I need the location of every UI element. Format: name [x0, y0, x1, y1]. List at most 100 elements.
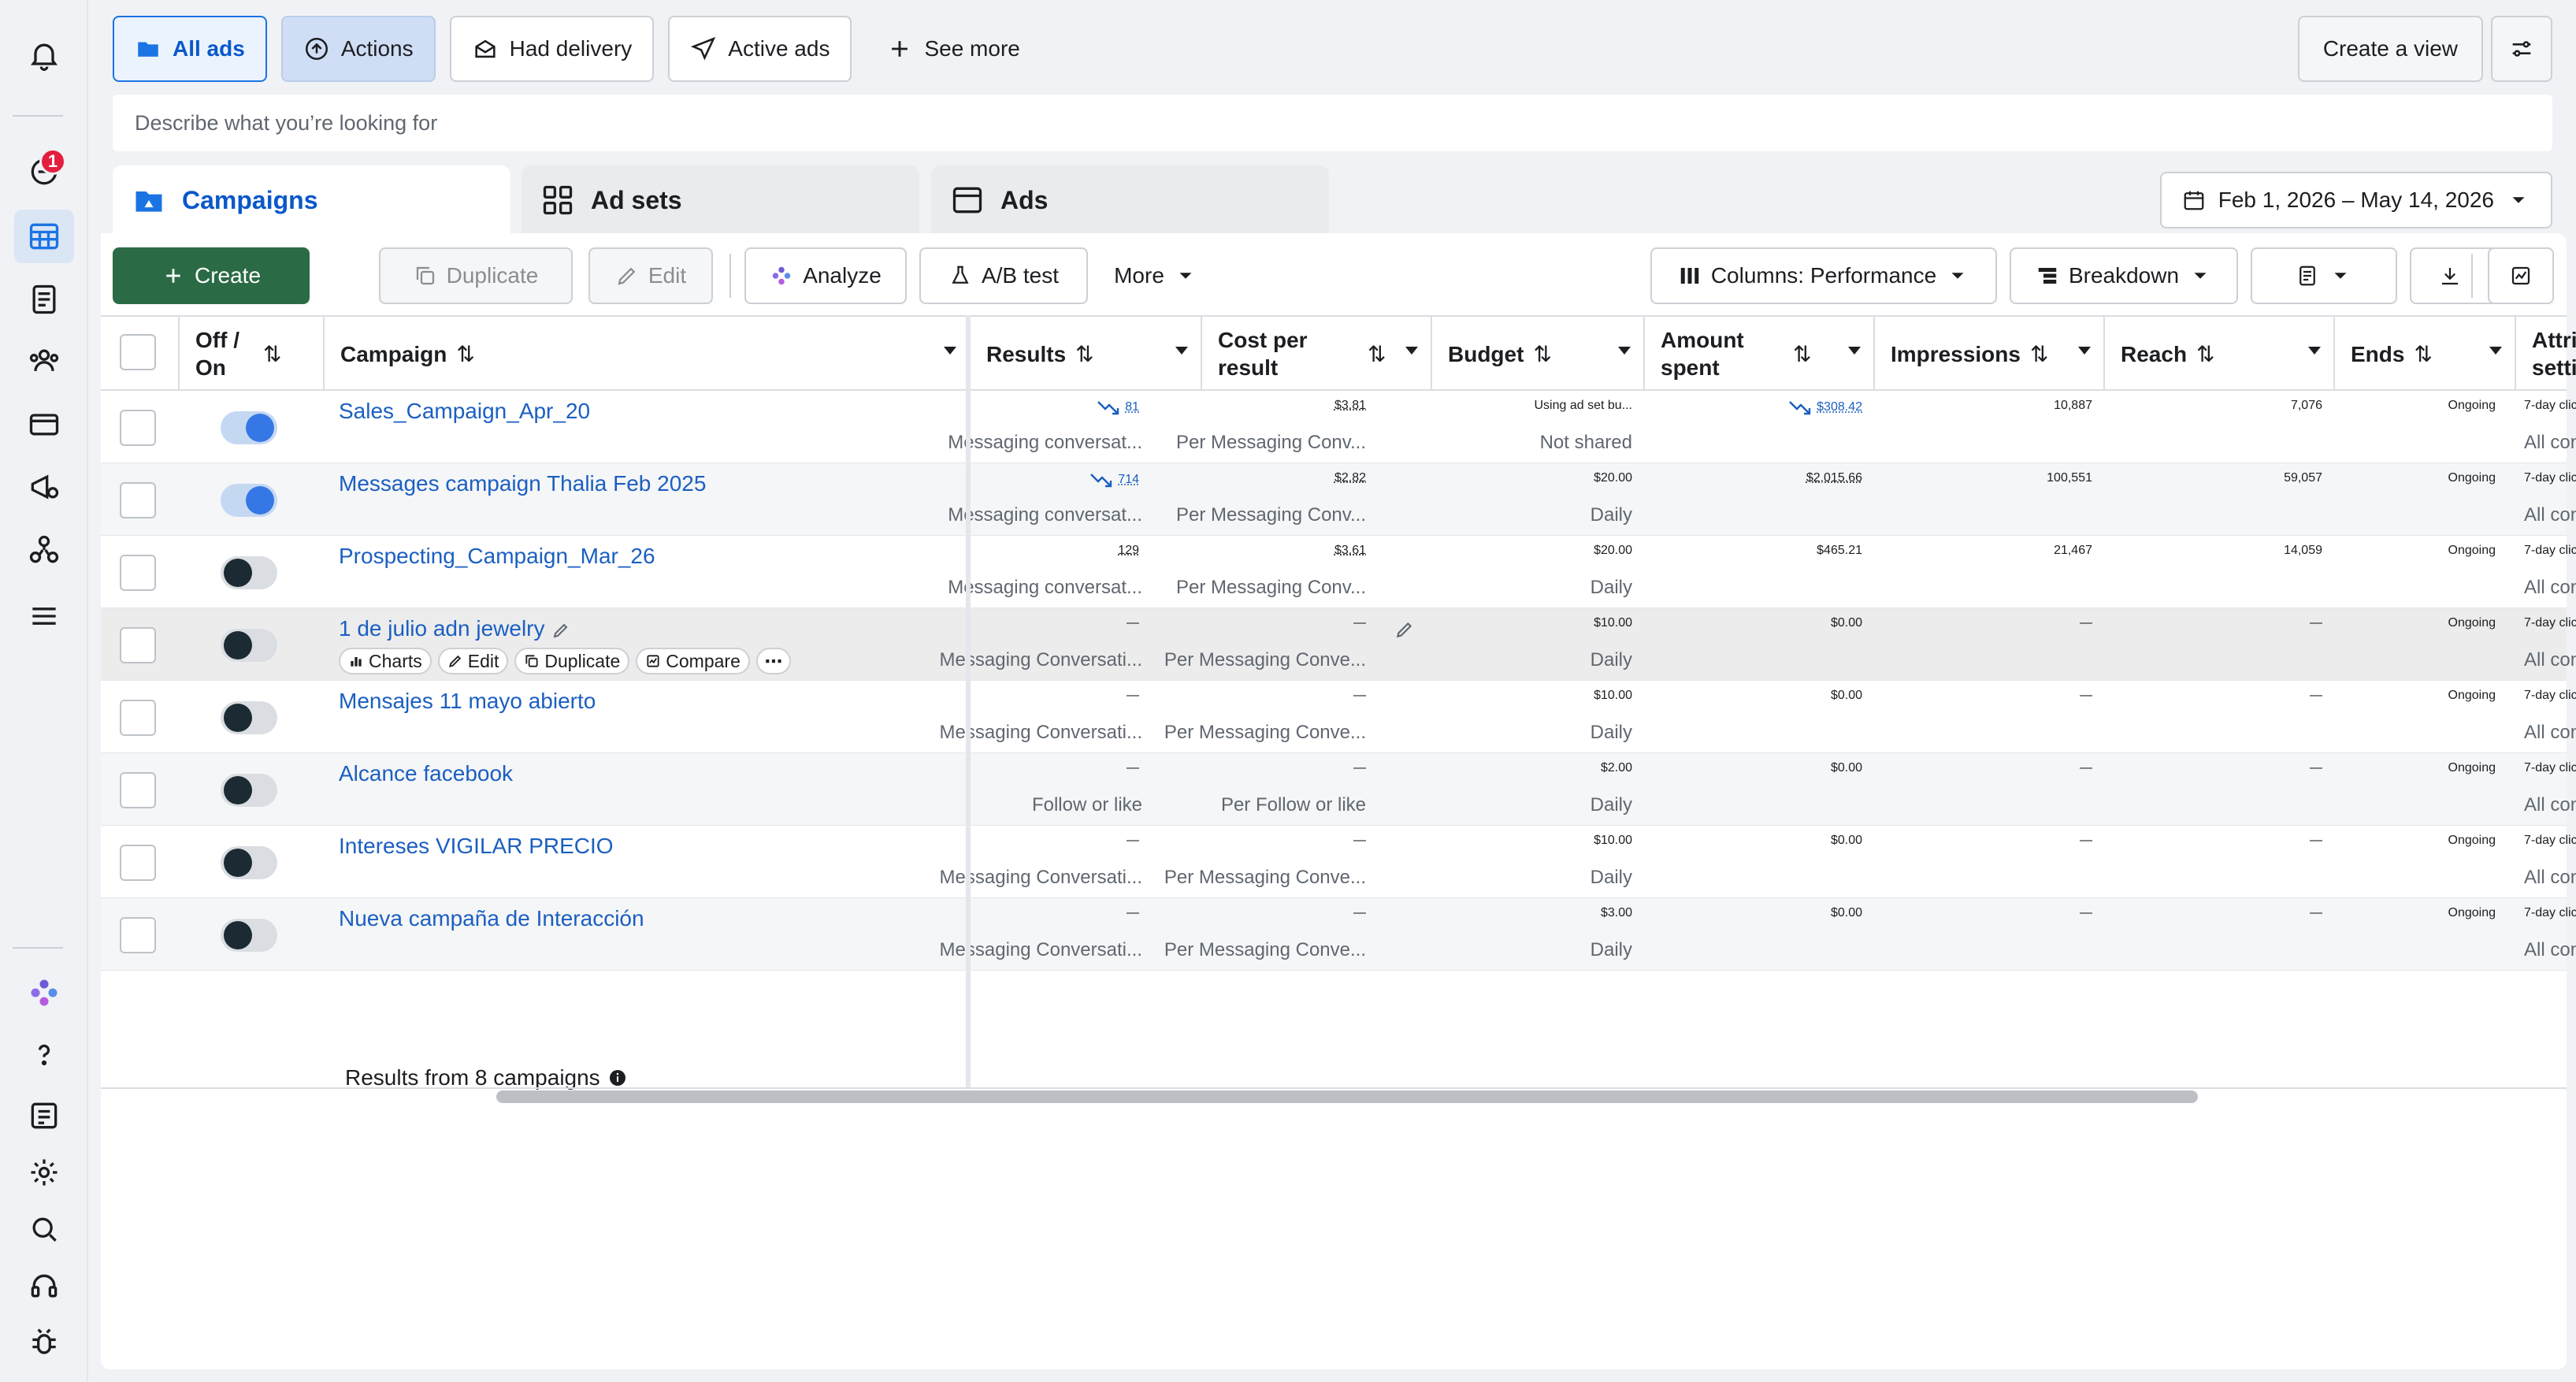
chevron-down-icon[interactable] — [1405, 347, 1418, 355]
campaign-settings-icon[interactable] — [14, 460, 74, 514]
campaign-name-link[interactable]: Intereses VIGILAR PRECIO — [339, 834, 614, 859]
filter-active-ads[interactable]: Active ads — [668, 16, 852, 82]
settings-gear-icon[interactable] — [14, 1146, 74, 1199]
chevron-down-icon[interactable] — [2489, 347, 2502, 355]
filter-actions[interactable]: Actions — [280, 16, 436, 82]
create-button[interactable]: Create — [113, 247, 310, 304]
inbox-icon[interactable]: 1 — [14, 145, 74, 199]
chevron-down-icon[interactable] — [2308, 347, 2321, 355]
horizontal-scrollbar[interactable] — [496, 1090, 2198, 1103]
charts-toggle-button[interactable] — [2488, 247, 2554, 304]
row-checkbox[interactable] — [120, 845, 156, 881]
view-settings-button[interactable] — [2491, 16, 2552, 82]
support-headset-icon[interactable] — [14, 1259, 74, 1313]
campaign-name-link[interactable]: Nueva campaña de Interacción — [339, 906, 644, 931]
campaign-toggle[interactable] — [221, 701, 277, 734]
more-button[interactable]: More — [1101, 247, 1211, 304]
header-attribution[interactable]: Attribution setting — [2516, 317, 2576, 391]
meta-ai-icon[interactable] — [14, 966, 74, 1020]
cost-per-result-value[interactable]: $2.82 — [1334, 471, 1366, 485]
amount-spent-value[interactable]: $2,015.66 — [1806, 471, 1862, 485]
table-row[interactable]: Messages campaign Thalia Feb 2025 714 Mess… — [101, 463, 2576, 536]
header-reach[interactable]: Reach ⇅ — [2105, 317, 2335, 391]
table-row[interactable]: Prospecting_Campaign_Mar_26 129 Messaging … — [101, 536, 2576, 608]
campaign-name-link[interactable]: 1 de julio adn jewelry — [339, 616, 570, 641]
edit-budget-icon[interactable] — [1394, 619, 1415, 644]
sort-icon[interactable]: ⇅ — [1075, 341, 1094, 366]
chevron-down-icon[interactable] — [1618, 347, 1631, 355]
campaign-toggle[interactable] — [221, 484, 277, 517]
create-view-button[interactable]: Create a view — [2297, 16, 2483, 82]
chevron-down-icon[interactable] — [944, 347, 956, 355]
reports-dropdown-button[interactable] — [2251, 247, 2397, 304]
row-checkbox[interactable] — [120, 555, 156, 591]
sort-icon[interactable]: ⇅ — [2196, 341, 2215, 366]
ab-test-button[interactable]: A/B test — [919, 247, 1088, 304]
campaign-name-link[interactable]: Prospecting_Campaign_Mar_26 — [339, 544, 655, 569]
tab-ad-sets[interactable]: Ad sets — [522, 165, 919, 235]
filter-had-delivery[interactable]: Had delivery — [449, 16, 655, 82]
sort-icon[interactable]: ⇅ — [1533, 341, 1552, 366]
notifications-icon[interactable] — [14, 28, 74, 82]
row-checkbox[interactable] — [120, 627, 156, 663]
campaign-toggle[interactable] — [221, 629, 277, 662]
sort-icon[interactable]: ⇅ — [1368, 341, 1386, 366]
header-cost-per-result[interactable]: Cost per result ⇅ — [1202, 317, 1432, 391]
campaign-toggle[interactable] — [221, 846, 277, 879]
results-value[interactable]: 129 — [1118, 544, 1139, 558]
campaign-toggle[interactable] — [221, 556, 277, 589]
campaign-name-link[interactable]: Alcance facebook — [339, 761, 513, 786]
guide-icon[interactable] — [14, 1089, 74, 1142]
row-checkbox[interactable] — [120, 917, 156, 953]
info-icon[interactable] — [608, 1068, 627, 1087]
table-row[interactable]: Mensajes 11 mayo abierto — Messaging Conve… — [101, 681, 2576, 753]
cost-per-result-value[interactable]: $3.81 — [1334, 399, 1366, 412]
header-amount-spent[interactable]: Amount spent ⇅ — [1645, 317, 1875, 391]
pencil-icon[interactable] — [551, 621, 570, 640]
ads-manager-table-icon[interactable] — [14, 210, 74, 263]
header-ends[interactable]: Ends ⇅ — [2335, 317, 2516, 391]
reports-icon[interactable] — [14, 273, 74, 326]
row-edit-button[interactable]: Edit — [437, 648, 509, 674]
chevron-down-icon[interactable] — [2078, 347, 2091, 355]
row-duplicate-button[interactable]: Duplicate — [514, 648, 630, 674]
sort-icon[interactable]: ⇅ — [2029, 341, 2049, 366]
tab-campaigns[interactable]: Campaigns — [113, 165, 510, 235]
header-budget[interactable]: Budget ⇅ — [1432, 317, 1645, 391]
breakdown-button[interactable]: Breakdown — [2010, 247, 2238, 304]
billing-icon[interactable] — [14, 397, 74, 451]
business-tools-icon[interactable] — [14, 523, 74, 577]
row-checkbox[interactable] — [120, 482, 156, 518]
chevron-down-icon[interactable] — [1848, 347, 1861, 355]
search-icon[interactable] — [14, 1202, 74, 1256]
header-results[interactable]: Results ⇅ — [971, 317, 1202, 391]
table-row[interactable]: Nueva campaña de Interacción — Messaging C… — [101, 898, 2576, 971]
row-checkbox[interactable] — [120, 700, 156, 736]
campaign-name-link[interactable]: Sales_Campaign_Apr_20 — [339, 399, 590, 424]
table-row[interactable]: Alcance facebook — Follow or like — Per Foll… — [101, 753, 2576, 826]
campaign-name-link[interactable]: Mensajes 11 mayo abierto — [339, 689, 596, 714]
filter-see-more[interactable]: See more — [866, 16, 1040, 82]
more-options-icon[interactable]: ⋯ — [755, 648, 791, 674]
campaign-toggle[interactable] — [221, 919, 277, 952]
header-off-on[interactable]: Off / On ⇅ — [180, 317, 325, 391]
filter-all-ads[interactable]: All ads — [113, 16, 267, 82]
sort-icon[interactable]: ⇅ — [2414, 341, 2433, 366]
campaign-toggle[interactable] — [221, 411, 277, 444]
date-range-picker[interactable]: Feb 1, 2026 – May 14, 2026 — [2159, 172, 2552, 228]
menu-icon[interactable] — [14, 589, 74, 643]
results-value[interactable]: 81 — [1097, 399, 1139, 416]
search-input[interactable]: Describe what you’re looking for — [113, 95, 2552, 151]
row-compare-button[interactable]: Compare — [636, 648, 750, 674]
results-value[interactable]: 714 — [1089, 471, 1139, 489]
bug-report-icon[interactable] — [14, 1316, 74, 1369]
duplicate-button[interactable]: Duplicate — [379, 247, 573, 304]
campaign-name-link[interactable]: Messages campaign Thalia Feb 2025 — [339, 471, 706, 496]
audiences-icon[interactable] — [14, 334, 74, 388]
sort-icon[interactable]: ⇅ — [263, 341, 282, 366]
columns-button[interactable]: Columns: Performance — [1650, 247, 1997, 304]
row-checkbox[interactable] — [120, 410, 156, 446]
chevron-down-icon[interactable] — [1175, 347, 1188, 355]
select-all-checkbox[interactable] — [120, 334, 156, 370]
header-campaign[interactable]: Campaign ⇅ — [325, 317, 971, 391]
